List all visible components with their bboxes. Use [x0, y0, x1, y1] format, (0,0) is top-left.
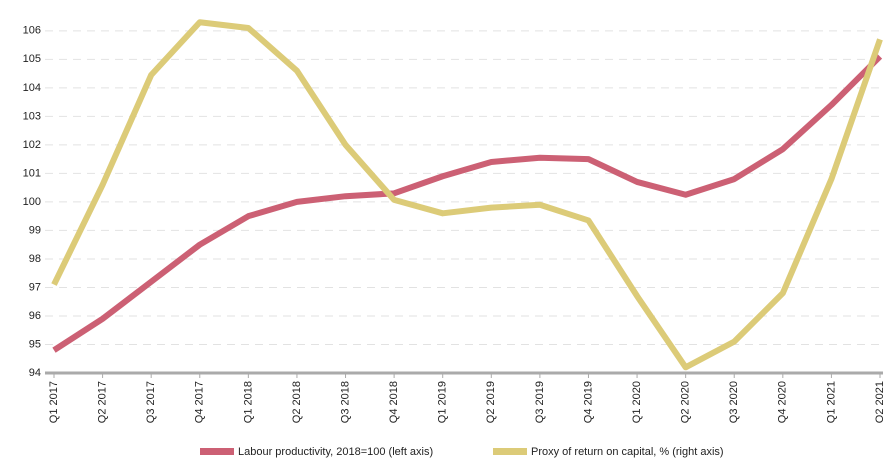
- x-tick-label: Q4 2018: [388, 381, 400, 423]
- x-tick-label: Q1 2019: [437, 381, 449, 423]
- x-tick-label: Q2 2018: [291, 381, 303, 423]
- y-tick-label: 96: [29, 310, 41, 322]
- x-tick-label: Q2 2017: [96, 381, 108, 423]
- y-tick-label: 101: [23, 167, 41, 179]
- x-tick-label: Q4 2019: [582, 381, 594, 423]
- y-tick-label: 95: [29, 338, 41, 350]
- y-tick-label: 102: [23, 139, 41, 151]
- legend-swatch: [493, 448, 527, 455]
- x-tick-label: Q2 2020: [680, 381, 692, 423]
- x-tick-label: Q1 2020: [631, 381, 643, 423]
- x-tick-label: Q1 2021: [825, 381, 837, 423]
- x-tick-label: Q1 2017: [48, 381, 60, 423]
- legend-swatch: [200, 448, 234, 455]
- x-tick-label: Q4 2017: [194, 381, 206, 423]
- y-tick-label: 99: [29, 224, 41, 236]
- line-series: [51, 19, 883, 371]
- y-tick-label: 103: [23, 110, 41, 122]
- line-series: [52, 54, 883, 353]
- y-tick-label: 104: [23, 82, 41, 94]
- x-tick-label: Q2 2021: [874, 381, 883, 423]
- legend-label: Labour productivity, 2018=100 (left axis…: [238, 446, 433, 458]
- x-tick-label: Q3 2020: [728, 381, 740, 423]
- legend-label: Proxy of return on capital, % (right axi…: [531, 446, 724, 458]
- y-tick-label: 97: [29, 281, 41, 293]
- x-tick-label: Q3 2019: [534, 381, 546, 423]
- x-tick-label: Q3 2017: [145, 381, 157, 423]
- x-tick-label: Q4 2020: [777, 381, 789, 423]
- x-tick-label: Q3 2018: [339, 381, 351, 423]
- y-tick-label: 106: [23, 25, 41, 37]
- x-tick-label: Q1 2018: [242, 381, 254, 423]
- y-tick-label: 94: [29, 367, 41, 379]
- y-tick-label: 105: [23, 53, 41, 65]
- y-tick-label: 100: [23, 196, 41, 208]
- y-tick-label: 98: [29, 253, 41, 265]
- x-tick-label: Q2 2019: [485, 381, 497, 423]
